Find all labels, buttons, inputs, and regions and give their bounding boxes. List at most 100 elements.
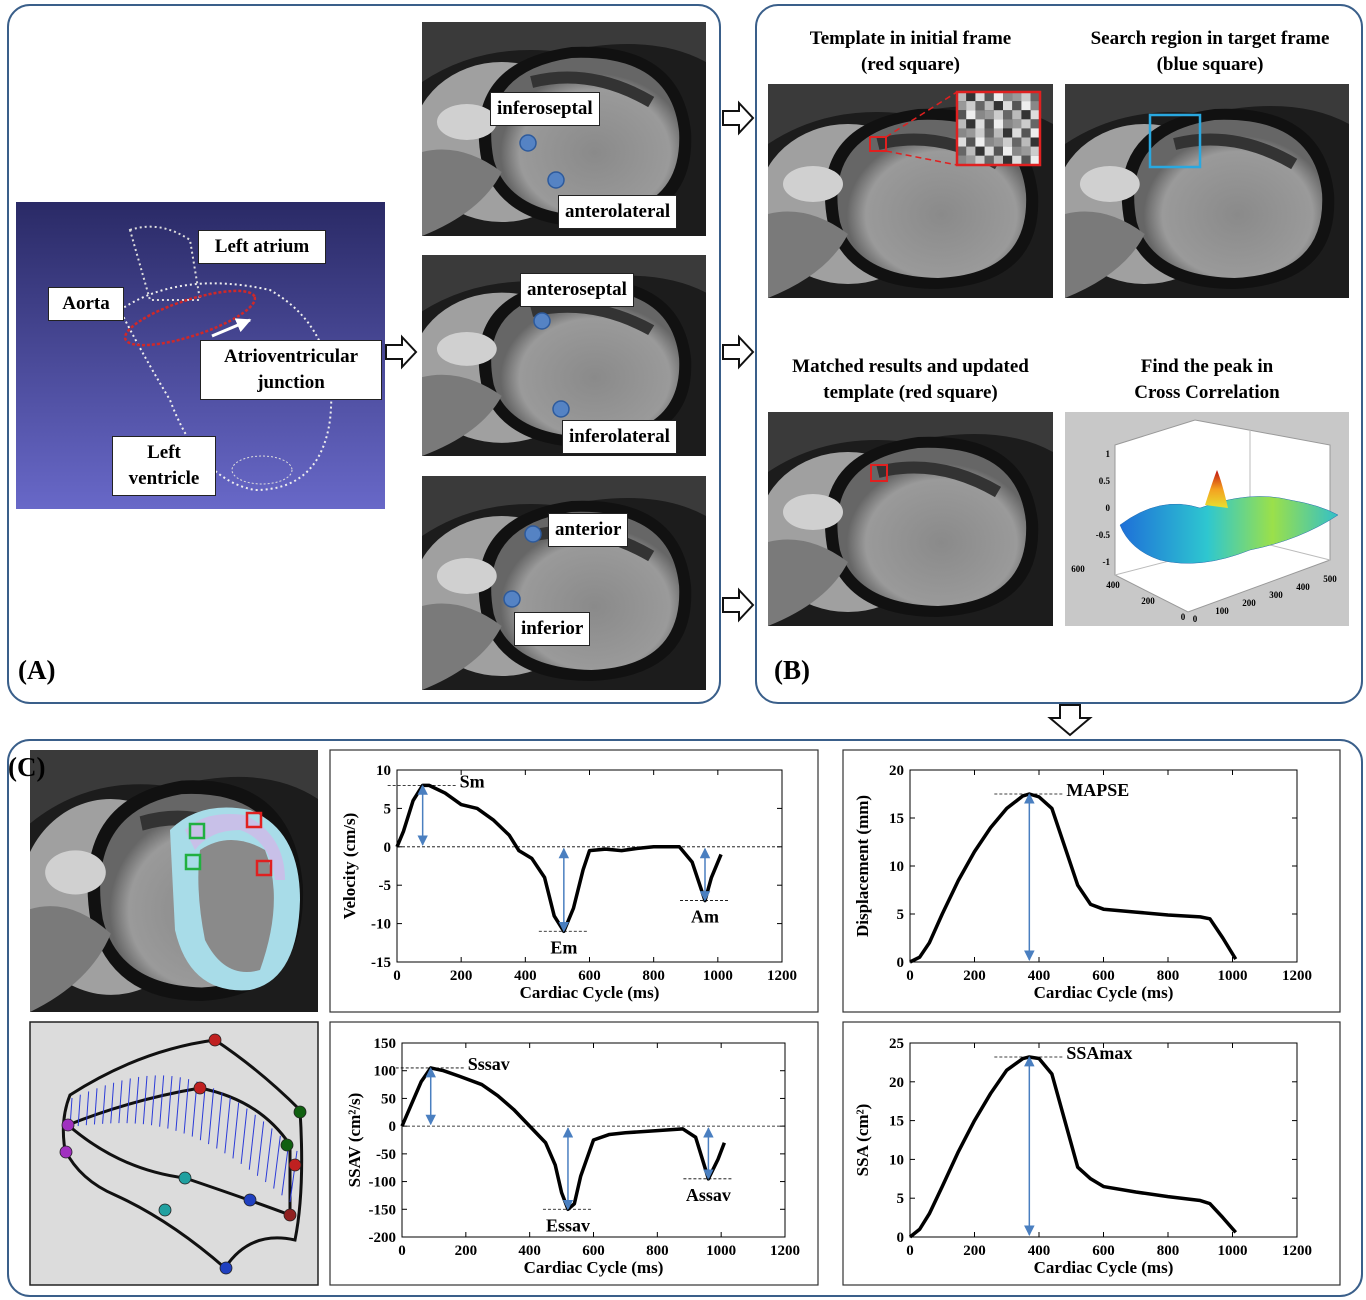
y-tick-label: 20	[889, 763, 904, 779]
zoom-pixel	[966, 110, 975, 119]
figure: 10.50-0.5-160040020000100200300400500020…	[0, 0, 1366, 1300]
mesh-node	[209, 1034, 221, 1046]
y-tick-label: -10	[371, 917, 391, 933]
cc-tick-label: 400	[1296, 582, 1310, 592]
view-label: anterolateral	[558, 195, 677, 229]
zoom-pixel	[957, 92, 966, 101]
annotation-label: Am	[691, 907, 719, 927]
x-tick-label: 800	[642, 968, 665, 984]
landmark-dot	[534, 313, 550, 329]
text-line: (red square)	[861, 54, 960, 75]
zoom-pixel	[1003, 119, 1012, 128]
zoom-pixel	[1012, 128, 1021, 137]
zoom-pixel	[1021, 92, 1030, 101]
zoom-pixel	[966, 92, 975, 101]
text-line: Left	[147, 442, 181, 463]
y-tick-label: -50	[376, 1147, 396, 1163]
mri-image	[1055, 84, 1349, 298]
y-tick-label: 5	[897, 1191, 905, 1207]
text-line: (C)	[8, 752, 45, 782]
zoom-pixel	[1021, 156, 1030, 165]
flow-arrow	[386, 337, 416, 367]
annotation-label: MAPSE	[1066, 780, 1129, 800]
text-line: Aorta	[62, 293, 109, 314]
x-tick-label: 1000	[703, 968, 733, 984]
zoom-pixel	[1012, 92, 1021, 101]
y-tick-label: 5	[897, 907, 905, 923]
zoom-pixel	[1021, 147, 1030, 156]
mesh-node	[220, 1262, 232, 1274]
x-tick-label: 1000	[1218, 1243, 1248, 1259]
landmark-dot	[504, 591, 520, 607]
text-line: (B)	[774, 655, 810, 685]
zoom-pixel	[994, 147, 1003, 156]
cc-tick-label: 0	[1193, 614, 1198, 624]
zoom-pixel	[1021, 128, 1030, 137]
text-line: anterolateral	[565, 201, 670, 222]
y-tick-label: -100	[369, 1175, 397, 1191]
annotation-label: Assav	[686, 1185, 731, 1205]
mesh-node	[62, 1119, 74, 1131]
zoom-pixel	[1003, 101, 1012, 110]
zoom-pixel	[1031, 138, 1040, 147]
x-tick-label: 1000	[1218, 968, 1248, 984]
cc-tick-label: 0	[1106, 503, 1111, 513]
y-tick-label: 150	[374, 1036, 397, 1052]
text-line: Cross Correlation	[1134, 382, 1279, 403]
x-axis-label: Cardiac Cycle (ms)	[1034, 983, 1174, 1002]
zoom-pixel	[1012, 101, 1021, 110]
x-tick-label: 0	[393, 968, 401, 984]
zoom-pixel	[975, 110, 984, 119]
model-label: Left ventricle	[112, 436, 216, 496]
zoom-pixel	[966, 138, 975, 147]
mri-image	[758, 412, 1053, 626]
zoom-pixel	[975, 119, 984, 128]
figure-graphics: 10.50-0.5-160040020000100200300400500020…	[0, 0, 1366, 1300]
mesh-panel	[30, 1022, 318, 1285]
cc-tick-label: 200	[1141, 596, 1155, 606]
zoom-pixel	[966, 128, 975, 137]
text-line: anterior	[555, 519, 621, 540]
cc-tick-label: 500	[1323, 574, 1337, 584]
text-line: inferoseptal	[497, 98, 593, 119]
zoom-pixel	[1003, 147, 1012, 156]
flow-arrow	[723, 337, 753, 367]
zoom-pixel	[957, 156, 966, 165]
model-label: Atrioventricular junction	[200, 340, 382, 400]
panel-label: (B)	[774, 655, 810, 686]
x-tick-label: 1200	[770, 1243, 800, 1259]
y-axis-label: SSA (cm²)	[853, 1104, 872, 1177]
landmark-dot	[553, 401, 569, 417]
cc-tick-label: 400	[1106, 580, 1120, 590]
x-tick-label: 800	[1157, 1243, 1180, 1259]
mesh-node	[281, 1139, 293, 1151]
zoom-pixel	[966, 101, 975, 110]
y-tick-label: 15	[889, 811, 904, 827]
x-tick-label: 200	[963, 1243, 986, 1259]
zoom-pixel	[1021, 101, 1030, 110]
text-line: Atrioventricular	[224, 346, 358, 367]
text-line: ventricle	[129, 468, 200, 489]
cc-tick-label: 0	[1181, 612, 1186, 622]
zoom-pixel	[985, 110, 994, 119]
zoom-pixel	[1012, 110, 1021, 119]
zoom-pixel	[1003, 92, 1012, 101]
x-axis-label: Cardiac Cycle (ms)	[520, 983, 660, 1002]
zoom-pixel	[1031, 110, 1040, 119]
text-line: junction	[257, 372, 325, 393]
mesh-node	[194, 1082, 206, 1094]
mri-image	[412, 476, 706, 690]
mesh-node	[60, 1146, 72, 1158]
text-line: Template in initial frame	[810, 28, 1011, 49]
zoom-pixel	[1031, 156, 1040, 165]
zoom-pixel	[1031, 101, 1040, 110]
cc-tick-label: 200	[1242, 598, 1256, 608]
zoom-pixel	[966, 156, 975, 165]
y-tick-label: -150	[369, 1202, 397, 1218]
model-label: Left atrium	[198, 230, 326, 264]
zoom-pixel	[994, 92, 1003, 101]
x-tick-label: 600	[1092, 1243, 1115, 1259]
zoom-pixel	[975, 128, 984, 137]
zoom-pixel	[1012, 119, 1021, 128]
